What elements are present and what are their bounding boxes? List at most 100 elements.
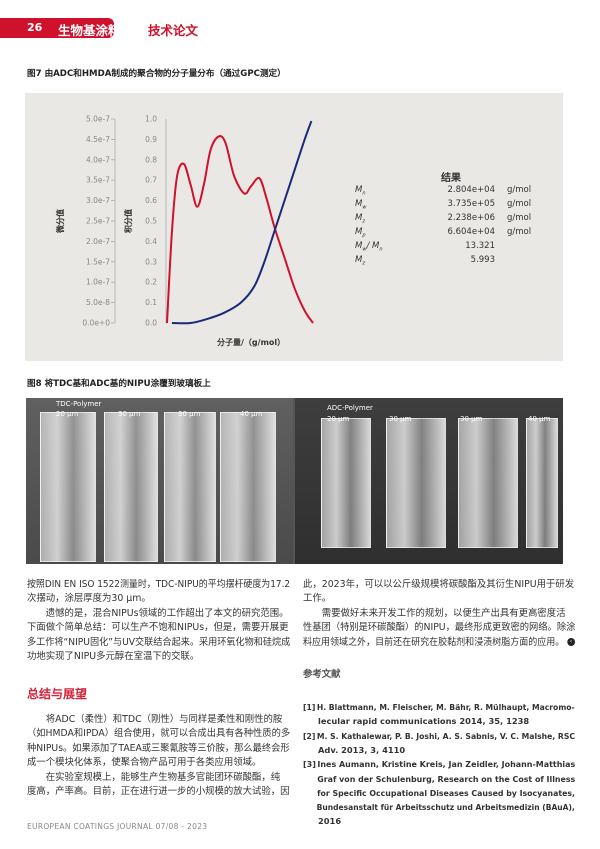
- result-label-sub: w: [362, 246, 367, 253]
- left-tick-label: 0.0e+0: [82, 319, 110, 328]
- right-tick-label: 0.9: [145, 135, 157, 144]
- result-label: M: [355, 185, 363, 195]
- text-line-content: 料应用领域之外，目前还在研究在胶黏剂和浸渍树脂方面的应用。: [303, 636, 565, 648]
- right-tick-label: 0.6: [145, 196, 157, 205]
- section-heading: 总结与展望: [27, 687, 88, 701]
- right-tick-label: 0.3: [145, 257, 157, 266]
- result-value: 13.321: [465, 241, 495, 251]
- result-label: M: [355, 199, 363, 209]
- footer: EUROPEAN COATINGS JOURNAL 07/08 - 2023: [27, 822, 208, 831]
- results-title: 结果: [441, 173, 461, 184]
- left-tick-label: 5.0e-8: [86, 298, 110, 307]
- left-tick-label: 3.5e-7: [86, 176, 110, 185]
- right-axis-title: 积分值: [123, 209, 133, 233]
- result-label: M: [355, 255, 363, 265]
- right-tick-label: 0.5: [145, 217, 157, 226]
- reference-number: [2]: [303, 730, 316, 741]
- left-axis-title: 微分值: [55, 209, 65, 234]
- text-line: 度高，产率高。目前，正在进行进一步的小规模的放大试验，因: [27, 786, 290, 797]
- right-tick-label: 0.7: [145, 176, 157, 185]
- category-title: 技术论文: [148, 23, 199, 38]
- result-label: M: [355, 227, 363, 237]
- reference-line: Graf von der Schulenburg, Research on th…: [317, 773, 576, 784]
- integral-curve: [171, 120, 313, 325]
- result-label-sub: n: [362, 190, 366, 197]
- result-unit: g/mol: [507, 213, 532, 223]
- result-value: 6.604e+04: [447, 227, 495, 237]
- end-of-article-icon: ‹: [567, 638, 575, 647]
- tdc-title: TDC-Polymer: [56, 400, 102, 408]
- reference-number: [3]: [303, 759, 316, 770]
- section-tab: [0, 18, 114, 38]
- thickness-label: 20 µm: [327, 415, 350, 423]
- result-label-sub-2: n: [379, 246, 383, 253]
- left-tick-label: 1.0e-7: [86, 278, 110, 287]
- glass-plate: [321, 418, 371, 548]
- reference-line: Adv. 2013, 3, 4110: [318, 744, 406, 755]
- text-line: 种NIPUs。如果添加了TAEA或三聚氰胺等三价胺，那么最终会形: [27, 742, 290, 754]
- result-label-sub: w: [362, 204, 367, 211]
- thickness-label: 30 µm: [178, 410, 201, 418]
- thickness-label: 30 µm: [389, 415, 412, 423]
- reference-line: [2] M. S. Kathalewar, P. B. Joshi, A. S. …: [303, 729, 575, 743]
- text-line: 性基团（特别是环碳酸酯）的NIPU，最终形成更致密的网络。除涂: [303, 622, 576, 634]
- figure7-caption: 图7 由ADC和HMDA制成的聚合物的分子量分布（通过GPC测定）: [27, 69, 286, 79]
- left-tick-label: 4.0e-7: [86, 155, 110, 164]
- text-line: 次摆动，涂层厚度为30 μm。: [27, 593, 151, 605]
- text-line: 成一个模块化体系，使聚合物产品可用于各类应用领域。: [27, 757, 262, 769]
- text-line: 按照DIN EN ISO 1522测量时，TDC-NIPU的平均摆杆硬度为17.…: [27, 579, 291, 590]
- reference-text: Ines Aumann, Kristine Kreis, Jan Zeidler…: [317, 759, 576, 770]
- result-value: 5.993: [470, 255, 495, 265]
- left-tick-label: 2.0e-7: [86, 237, 110, 246]
- result-label-sub: z: [362, 260, 365, 267]
- left-tick-label: 3.0e-7: [86, 196, 110, 205]
- text-line: 料应用领域之外，目前还在研究在胶黏剂和浸渍树脂方面的应用。 ‹: [303, 636, 575, 650]
- right-tick-label: 0.2: [145, 278, 157, 287]
- section-title: 生物基涂料: [58, 23, 121, 38]
- right-tick-label: 0.4: [145, 237, 157, 246]
- figure8-photo: TDC-Polymer ADC-Polymer 20 µm 30 µm 30 µm 4…: [26, 398, 563, 564]
- glass-plate: [458, 418, 518, 548]
- adc-title: ADC-Polymer: [327, 404, 373, 412]
- thickness-label: 20 µm: [56, 410, 79, 418]
- result-value: 2.804e+04: [447, 185, 495, 195]
- result-unit: g/mol: [507, 199, 532, 209]
- reference-text: H. Blattmann, M. Fleischer, M. Bähr, R. …: [316, 702, 575, 712]
- right-tick-label: 0.0: [145, 319, 157, 328]
- right-tick-label: 0.8: [145, 155, 157, 164]
- reference-text: M. S. Kathalewar, P. B. Joshi, A. S. Sab…: [316, 730, 576, 741]
- text-line: 遗憾的是，混合NIPUs领域的工作超出了本文的研究范围。: [27, 607, 289, 619]
- result-unit: g/mol: [507, 227, 532, 237]
- left-tick-label: 4.5e-7: [86, 135, 110, 144]
- glass-plate: [220, 412, 276, 562]
- reference-line: [1] H. Blattmann, M. Fleischer, M. Bähr, …: [303, 700, 575, 714]
- result-value: 3.735e+05: [447, 199, 495, 209]
- reference-line: Bundesanstalt für Arbeitsschutz und Arbe…: [316, 802, 575, 813]
- result-label: M: [355, 241, 363, 251]
- left-tick-label: 2.5e-7: [86, 217, 110, 226]
- result-label: M: [355, 213, 363, 223]
- reference-number: [1]: [303, 702, 316, 712]
- glass-plate: [526, 418, 558, 548]
- text-line: 在实验室规模上，能够生产生物基多官能团环碳酸酯，纯: [27, 771, 281, 783]
- page-number: 26: [27, 21, 43, 34]
- thickness-label: 40 µm: [240, 410, 263, 418]
- right-tick-label: 0.1: [145, 298, 157, 307]
- text-line: （如HMDA和IPDA）组合使用，就可以合成出具有各种性质的多: [27, 728, 291, 740]
- reference-line: 2016: [318, 816, 342, 827]
- figure7-chart: 5.0e-7 1.0 4.5e-7 0.9 4.0e-7 0.8 3.5e-7 0.7 3.0e…: [25, 93, 563, 361]
- thickness-label: 40 µm: [528, 415, 551, 423]
- result-unit: g/mol: [507, 185, 532, 195]
- result-label-sub: z: [362, 218, 365, 225]
- thickness-label: 30 µm: [460, 415, 483, 423]
- glass-plate: [164, 412, 216, 562]
- text-line: 需要做好未来开发工作的规划，以便生产出具有更高密度活: [303, 607, 566, 619]
- reference-line: lecular rapid communications 2014, 35, 1…: [318, 716, 530, 727]
- reference-line: for Specific Occupational Diseases Cause…: [317, 787, 575, 798]
- text-line: 工作。: [303, 593, 332, 605]
- thickness-label: 30 µm: [118, 410, 141, 418]
- text-line: 多工作将“NIPU固化”与UV交联结合起来。采用环氧化物和硅烷成: [27, 636, 291, 648]
- glass-plate: [386, 418, 446, 548]
- result-label-sub: p: [362, 232, 366, 239]
- left-tick-label: 1.5e-7: [86, 257, 110, 266]
